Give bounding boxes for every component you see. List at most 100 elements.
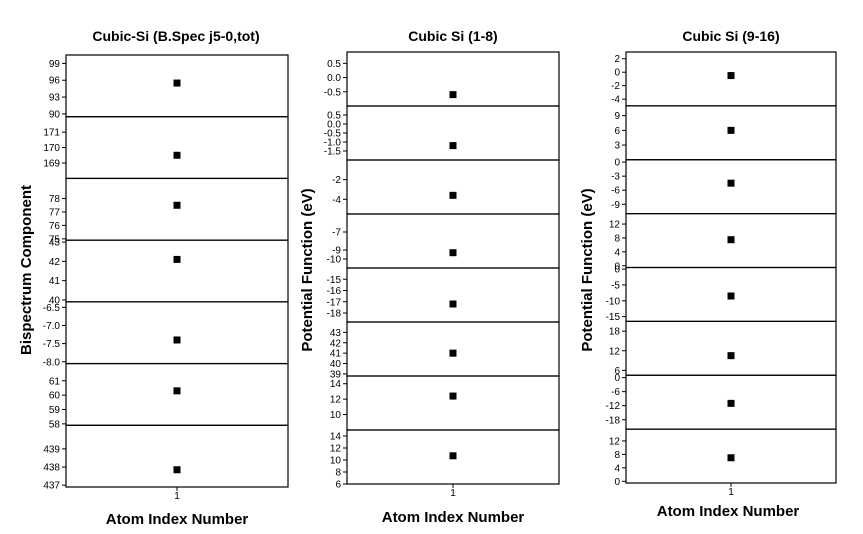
ytick-label: 8	[614, 233, 620, 244]
panel: 0 -6 -12 -18	[606, 373, 837, 430]
ytick-label: 40	[49, 295, 61, 306]
ytick-label: 6	[335, 480, 341, 491]
panel-frame	[65, 239, 289, 303]
panel: 439 438 437	[43, 424, 289, 492]
ytick-label: 12	[609, 346, 621, 357]
ytick-label: 58	[49, 419, 61, 430]
ytick-label: -17	[327, 297, 342, 308]
panel: 0.5 0.0 -0.5	[324, 51, 560, 107]
panel-frame	[625, 159, 837, 215]
chart-right-xlabel: Atom Index Number	[657, 503, 800, 520]
ytick-label: 438	[43, 463, 60, 474]
chart-middle-xlabel: Atom Index Number	[382, 509, 525, 526]
panel: 99 96 93 90	[49, 54, 289, 120]
data-point	[727, 72, 735, 80]
ytick-label: -2	[332, 175, 341, 186]
panel: 0 -5 -10 -15	[606, 265, 837, 323]
panel: 43 42 41 40	[49, 238, 289, 306]
xtick-label: 1	[450, 488, 456, 499]
ytick-label: -16	[327, 286, 342, 297]
panel: 14 12 10	[330, 375, 560, 431]
ytick-label: 0	[614, 261, 620, 272]
panel-frame	[346, 375, 560, 431]
data-point	[727, 179, 735, 187]
ytick-label: 12	[330, 395, 342, 406]
ytick-label: 12	[330, 444, 342, 455]
ytick-label: -10	[327, 255, 342, 266]
ytick-label: 0	[614, 265, 620, 276]
ytick-label: 0.5	[327, 59, 341, 70]
panel: 12 8 4 0	[609, 213, 837, 272]
data-point	[449, 249, 457, 257]
ytick-label: 2	[614, 54, 620, 65]
ytick-label: 39	[330, 369, 342, 380]
data-point	[173, 336, 181, 344]
ytick-label: 0	[614, 158, 620, 169]
ytick-label: 60	[49, 391, 61, 402]
panel: -6.5 -7.0 -7.5 -8.0	[43, 301, 289, 368]
ytick-label: 0.0	[327, 73, 341, 84]
ytick-label: -7.5	[43, 339, 61, 350]
ytick-label: -9	[611, 200, 620, 211]
data-point	[173, 151, 181, 159]
data-point	[449, 142, 457, 150]
ytick-label: -6	[611, 387, 620, 398]
ytick-label: 6	[614, 126, 620, 137]
ytick-label: -7.0	[43, 321, 61, 332]
panel: 78 77 76 75	[49, 177, 289, 245]
ytick-label: -5	[611, 280, 620, 291]
ytick-label: -10	[606, 296, 621, 307]
chart-left-title: Cubic-Si (B.Spec j5-0,tot)	[92, 28, 259, 44]
data-point	[449, 91, 457, 99]
panel-frame	[346, 213, 560, 269]
ytick-label: 41	[49, 276, 61, 287]
ytick-label: 41	[330, 349, 342, 360]
panel-frame	[65, 301, 289, 365]
ytick-label: 90	[49, 109, 61, 120]
ytick-label: 42	[330, 338, 342, 349]
data-point	[449, 191, 457, 199]
panel: 2 0 -2 -4	[611, 51, 837, 107]
ytick-label: -1.0	[324, 138, 342, 149]
ytick-label: 4	[614, 463, 620, 474]
data-point	[173, 466, 181, 474]
ytick-label: 40	[330, 359, 342, 370]
chart-right-title: Cubic Si (9-16)	[682, 28, 779, 44]
ytick-label: 14	[330, 379, 342, 390]
ytick-label: 9	[614, 111, 620, 122]
panel-frame	[625, 320, 837, 376]
chart-left-ylabel: Bispectrum Component	[18, 185, 35, 355]
data-point	[727, 292, 735, 300]
ytick-label: 18	[609, 327, 621, 338]
data-point	[727, 399, 735, 407]
ytick-label: -2	[611, 81, 620, 92]
data-point	[173, 255, 181, 263]
ytick-label: -9	[332, 246, 341, 257]
data-point	[449, 349, 457, 357]
ytick-label: 10	[330, 410, 342, 421]
ytick-label: 8	[335, 468, 341, 479]
ytick-label: 75	[49, 234, 61, 245]
ytick-label: -12	[606, 401, 621, 412]
panel: 18 12 6	[609, 320, 837, 377]
chart-middle-panels: 0.50.0-0.50.50.0-0.5-1.0-1.5-2-4-7-9-10-…	[324, 51, 560, 499]
ytick-label: 10	[330, 456, 342, 467]
ytick-label: 78	[49, 194, 61, 205]
ytick-label: 6	[614, 366, 620, 377]
ytick-label: 3	[614, 141, 620, 152]
ytick-label: 437	[43, 481, 60, 492]
panel-frame	[65, 116, 289, 180]
data-point	[727, 126, 735, 134]
panel-frame	[65, 177, 289, 241]
ytick-label: 0	[614, 477, 620, 488]
ytick-label: -15	[606, 312, 621, 323]
ytick-label: 43	[49, 238, 61, 249]
data-point	[727, 352, 735, 360]
ytick-label: -3	[611, 172, 620, 183]
ytick-label: -1.5	[324, 147, 342, 158]
panel: 0.50.0-0.5-1.0-1.5	[324, 105, 560, 161]
data-point	[727, 454, 735, 462]
ytick-label: -15	[327, 275, 342, 286]
panel: 9 6 3	[614, 105, 837, 161]
